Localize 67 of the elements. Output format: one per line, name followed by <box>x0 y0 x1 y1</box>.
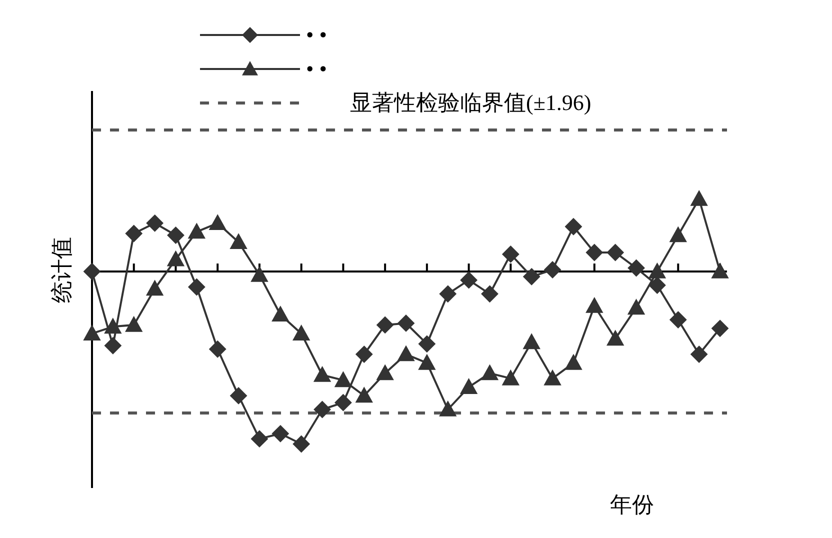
point <box>272 306 289 322</box>
legend-label: • • <box>306 22 327 48</box>
point <box>523 268 540 286</box>
point <box>292 436 310 453</box>
point <box>460 378 478 394</box>
point <box>544 370 562 386</box>
point <box>272 425 289 442</box>
x-axis-title: 年份 <box>610 491 654 519</box>
point <box>334 394 352 412</box>
point <box>146 214 164 232</box>
point <box>146 280 164 296</box>
point <box>439 400 456 416</box>
legend-label: 显著性检验临界值(±1.96) <box>350 89 592 117</box>
point <box>167 250 184 266</box>
point <box>376 364 394 380</box>
point <box>690 190 708 206</box>
point <box>648 276 666 294</box>
point <box>314 400 331 418</box>
point <box>314 366 331 382</box>
point <box>628 299 645 315</box>
legend-label: • • <box>306 56 327 82</box>
point <box>481 285 498 302</box>
point <box>84 262 100 280</box>
point <box>502 370 520 386</box>
point <box>188 223 206 239</box>
point <box>648 262 666 278</box>
point <box>356 387 373 403</box>
point <box>356 346 373 363</box>
point <box>481 364 498 380</box>
point <box>334 372 352 388</box>
point <box>250 430 268 448</box>
point <box>670 226 687 242</box>
point <box>84 325 100 340</box>
point <box>606 330 624 346</box>
point <box>564 354 582 370</box>
point <box>230 234 248 250</box>
point <box>418 335 436 352</box>
point <box>104 318 122 334</box>
point <box>523 334 540 350</box>
point <box>104 337 122 354</box>
point <box>188 278 206 296</box>
point <box>439 285 456 302</box>
point <box>125 225 142 242</box>
point <box>209 214 226 230</box>
point <box>628 260 645 277</box>
point <box>418 354 436 370</box>
point <box>209 340 226 358</box>
point <box>670 311 687 328</box>
point <box>690 346 708 363</box>
point <box>544 261 562 278</box>
point <box>125 316 142 332</box>
point <box>606 244 624 261</box>
y-axis-title: 统计值 <box>48 237 75 303</box>
point <box>398 314 414 332</box>
point <box>250 266 268 282</box>
point <box>230 387 248 404</box>
point <box>398 346 414 362</box>
point <box>712 262 728 278</box>
point <box>564 218 582 236</box>
point <box>167 226 184 244</box>
point <box>460 272 478 289</box>
point <box>376 316 394 334</box>
point <box>712 320 728 337</box>
point <box>586 297 603 313</box>
point <box>502 246 520 263</box>
point <box>586 244 603 261</box>
point <box>292 325 310 340</box>
